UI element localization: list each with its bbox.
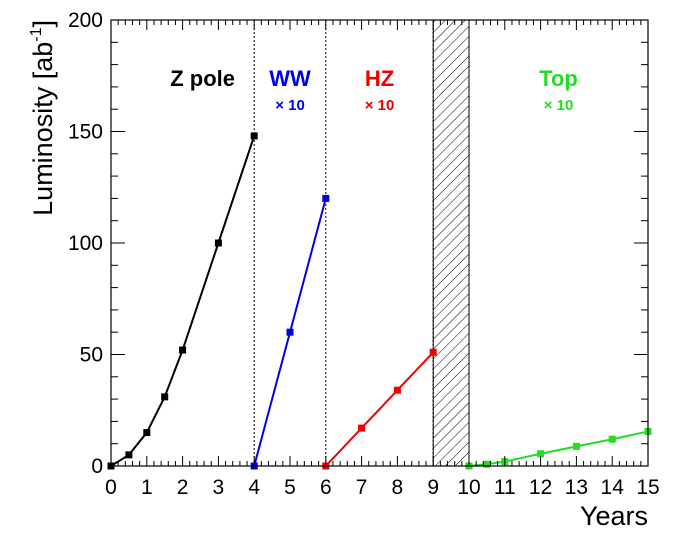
region-multiplier-label: × 10 <box>275 97 305 114</box>
x-tick-label: 13 <box>565 476 588 499</box>
x-tick-label: 11 <box>494 476 516 499</box>
data-point <box>483 460 491 468</box>
y-tick-label: 100 <box>68 232 103 255</box>
y-axis-label-sup: -1 <box>28 27 45 41</box>
x-tick-label: 6 <box>320 476 332 499</box>
x-tick-label: 5 <box>284 476 296 499</box>
region-label: HZ <box>365 66 394 91</box>
x-tick-label: 3 <box>213 476 225 499</box>
data-point <box>214 239 222 247</box>
x-tick-label: 14 <box>601 476 625 499</box>
y-tick-label: 50 <box>80 344 103 367</box>
region-label: WW <box>269 66 311 91</box>
x-tick-label: 0 <box>105 476 117 499</box>
data-point <box>429 348 437 356</box>
x-tick-label: 9 <box>427 476 439 499</box>
region-multiplier-label: × 10 <box>544 97 574 114</box>
region-label: Top <box>539 66 578 91</box>
data-point <box>179 346 187 354</box>
x-tick-label: 8 <box>392 476 404 499</box>
x-tick-label: 12 <box>529 476 552 499</box>
x-tick-label: 15 <box>636 476 659 499</box>
data-point <box>250 132 258 140</box>
y-tick-label: 0 <box>91 455 103 478</box>
data-point <box>572 442 580 450</box>
data-point <box>322 194 330 202</box>
x-tick-label: 7 <box>356 476 368 499</box>
data-point <box>608 435 616 443</box>
data-point <box>358 424 366 432</box>
x-tick-label: 2 <box>177 476 189 499</box>
y-axis-label: Luminosity [ab-1] <box>28 20 58 216</box>
y-axis-label-close: ] <box>28 20 58 28</box>
x-tick-label: 4 <box>248 476 260 499</box>
y-axis-label-main: Luminosity [ab <box>28 42 58 216</box>
region-label: Z pole <box>170 66 235 91</box>
y-tick-label: 200 <box>68 9 103 32</box>
hatched-shutdown-region <box>432 19 470 467</box>
data-point <box>537 450 545 458</box>
data-point <box>125 451 133 459</box>
x-tick-label: 10 <box>457 476 480 499</box>
series-line <box>325 351 434 467</box>
data-point <box>143 429 151 437</box>
data-point <box>161 393 169 401</box>
x-axis-label: Years <box>580 501 648 531</box>
data-point <box>393 386 401 394</box>
x-tick-label: 1 <box>141 476 153 499</box>
region-multiplier-label: × 10 <box>365 97 395 114</box>
y-tick-label: 150 <box>68 121 103 144</box>
data-point <box>286 328 294 336</box>
